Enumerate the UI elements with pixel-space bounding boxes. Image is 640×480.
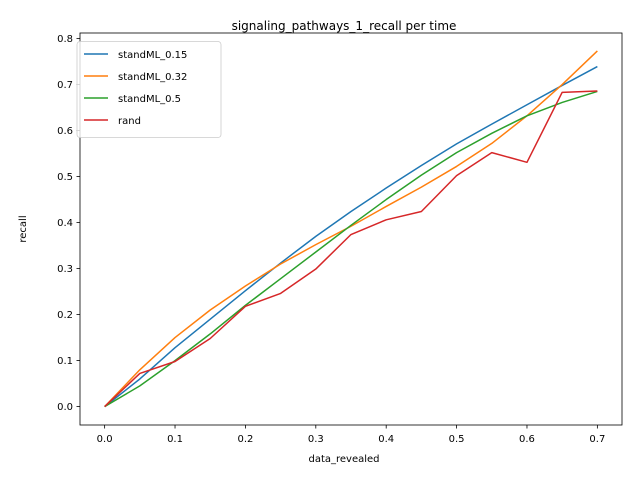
y-tick-label: 0.0 xyxy=(57,402,73,413)
plot-frame xyxy=(79,32,623,426)
y-axis-ticks: 0.0 0.1 0.2 0.3 0.4 0.5 0.6 0.7 0.8 xyxy=(57,34,80,413)
series-line-standML_0.5 xyxy=(104,90,598,408)
y-tick-label: 0.5 xyxy=(57,172,73,183)
y-tick-label: 0.3 xyxy=(57,264,73,275)
x-tick-label: 0.1 xyxy=(167,434,183,445)
y-tick-label: 0.1 xyxy=(57,356,73,367)
y-tick-label: 0.6 xyxy=(57,126,73,137)
series-line-rand xyxy=(104,90,598,408)
y-tick-label: 0.7 xyxy=(57,80,73,91)
x-tick-label: 0.2 xyxy=(237,434,253,445)
y-tick-label: 0.4 xyxy=(57,218,73,229)
chart-title: signaling_pathways_1_recall per time xyxy=(232,19,457,33)
x-axis-ticks: 0.0 0.1 0.2 0.3 0.4 0.5 0.6 0.7 xyxy=(97,425,605,445)
y-tick-label: 0.8 xyxy=(57,34,73,45)
x-tick-label: 0.0 xyxy=(97,434,113,445)
x-tick-label: 0.4 xyxy=(378,434,394,445)
y-tick-label: 0.2 xyxy=(57,310,73,321)
x-tick-label: 0.6 xyxy=(519,434,535,445)
series-lines xyxy=(104,50,598,408)
x-tick-label: 0.3 xyxy=(308,434,324,445)
legend-label: standML_0.5 xyxy=(118,94,181,105)
x-tick-label: 0.5 xyxy=(449,434,465,445)
x-tick-label: 0.7 xyxy=(589,434,605,445)
y-axis-label: recall xyxy=(18,215,29,242)
x-axis-label: data_revealed xyxy=(308,454,379,465)
legend-label: standML_0.15 xyxy=(118,50,187,61)
legend-label: rand xyxy=(118,116,141,127)
legend-box xyxy=(76,41,222,138)
legend-label: standML_0.32 xyxy=(118,72,187,83)
series-line-standML_0.15 xyxy=(104,65,598,408)
